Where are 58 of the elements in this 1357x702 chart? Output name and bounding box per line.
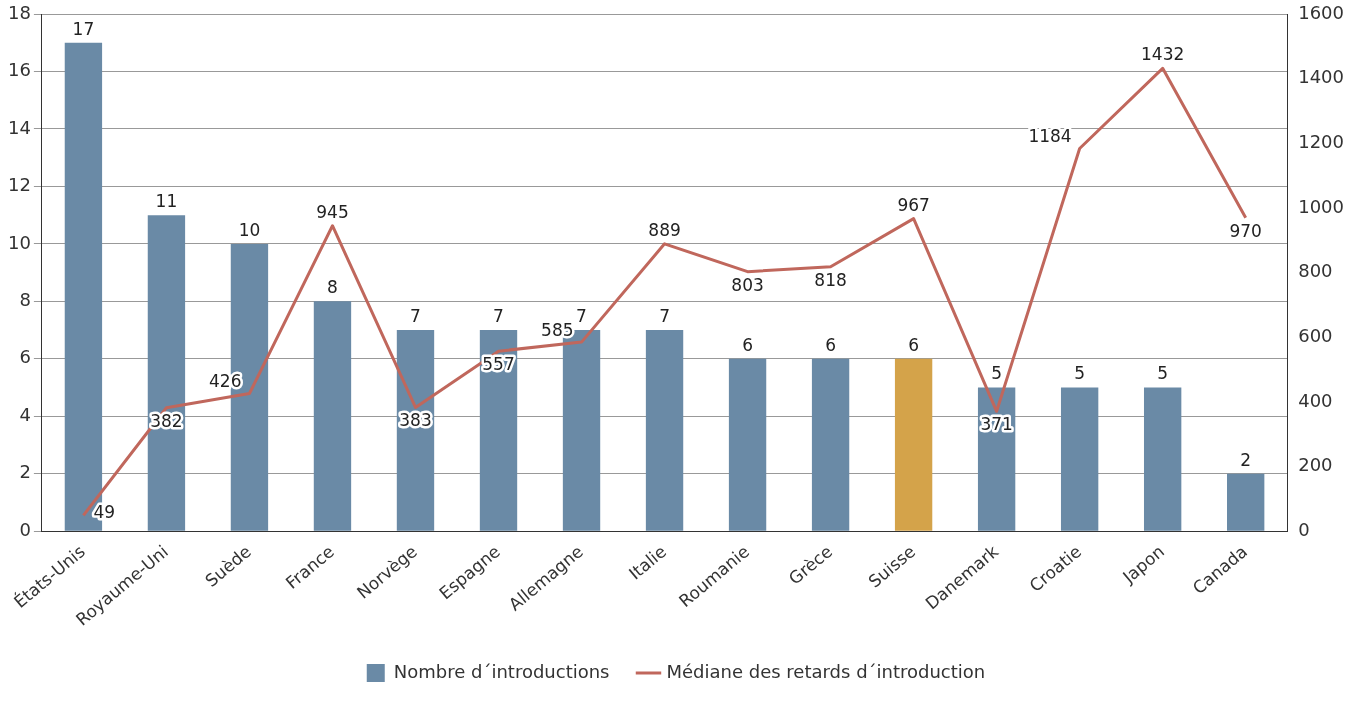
data-label: 6 [742,334,753,355]
bar [1143,387,1182,531]
y2-tick-label: 400 [1298,389,1333,411]
data-label: 6 [825,334,836,355]
data-label: 5 [991,363,1003,384]
y-tick-label: 10 [8,231,31,253]
data-label: 383 [399,410,432,431]
y-tick-label: 18 [8,1,31,23]
bar [1060,387,1099,531]
y-tick-label: 8 [19,289,31,311]
data-label: 7 [576,306,587,326]
data-label: 889 [648,219,681,240]
bar [479,330,518,531]
data-label: 5 [1157,363,1169,384]
data-label: 371 [980,414,1013,435]
data-label: 803 [731,274,764,295]
bar [313,301,352,531]
y2-tick-label: 1400 [1298,66,1344,88]
y2-tick-label: 800 [1298,260,1333,282]
data-label: 11 [155,191,178,212]
y2-tick-label: 200 [1298,454,1333,476]
bar [645,330,684,531]
data-label: 7 [659,306,670,326]
legend-label: Nombre d´introductions [393,660,610,682]
y2-tick-label: 600 [1298,324,1333,346]
data-label: 8 [327,277,338,298]
data-label: 2 [1240,449,1252,470]
data-label: 970 [1229,220,1262,241]
y-tick-label: 12 [8,174,31,196]
y-tick-label: 0 [19,518,31,540]
data-label: 1432 [1141,44,1185,65]
data-label: 818 [814,269,847,290]
y-tick-label: 14 [8,116,31,138]
data-label: 10 [238,219,261,240]
y-tick-label: 2 [19,461,31,483]
bar [1227,473,1265,531]
data-label: 7 [493,306,504,326]
data-label: 945 [316,201,349,222]
bar [894,358,933,531]
data-label: 17 [72,18,95,39]
y2-tick-label: 1200 [1298,130,1344,152]
bar [147,215,186,531]
y-tick-label: 16 [8,59,31,81]
data-label: 585 [541,320,574,341]
y2-tick-label: 1000 [1298,195,1344,217]
data-label: 6 [908,334,920,355]
data-label: 5 [1074,363,1086,384]
data-label: 967 [897,194,930,215]
bar [728,358,767,531]
legend-label: Médiane des retards d´introduction [666,660,986,682]
y-tick-label: 4 [19,403,31,425]
y2-tick-label: 1600 [1298,1,1344,23]
data-label: 1184 [1028,126,1072,147]
bar [811,358,850,531]
y-tick-label: 6 [19,346,31,368]
data-label: 7 [410,306,421,326]
data-label: 557 [482,354,515,375]
y2-tick-label: 0 [1298,518,1310,540]
